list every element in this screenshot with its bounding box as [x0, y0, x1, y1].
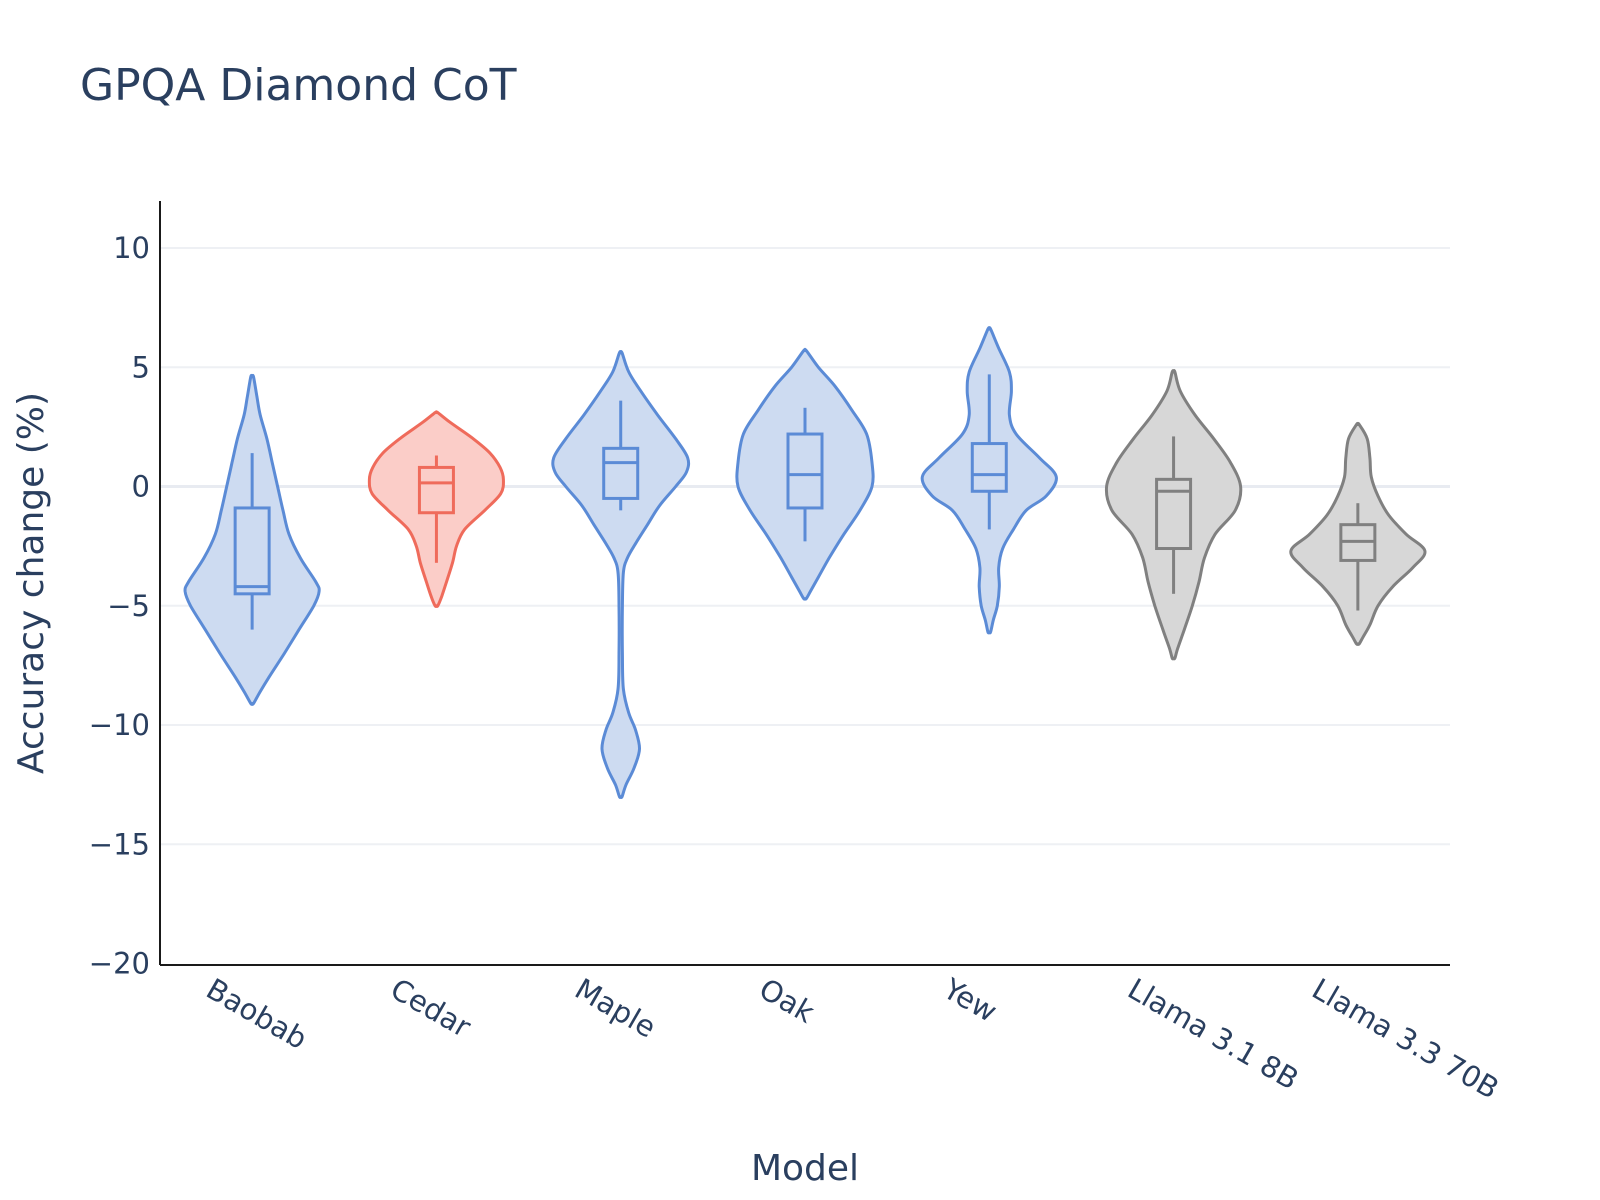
box-yew — [970, 442, 1008, 493]
violin-body-cedar — [367, 410, 505, 608]
y-axis-title: Accuracy change (%) — [11, 392, 52, 774]
x-tick-labels: Baobab Cedar Maple Oak Yew Llama 3.1 8B Llama … — [201, 971, 1505, 1106]
box-maple — [602, 446, 640, 500]
x-tick-label-yew: Yew — [937, 971, 1003, 1029]
violin-body-maple — [551, 350, 691, 799]
box-llama-3-1-8b — [1155, 477, 1193, 551]
violins — [183, 326, 1427, 799]
y-tick-label: −15 — [89, 827, 150, 861]
y-tick-label: −10 — [89, 708, 150, 742]
x-tick-label-maple: Maple — [569, 972, 661, 1045]
violin-body-baobab — [183, 373, 321, 706]
violin-body-llama-3-1-8b — [1104, 369, 1243, 661]
violin-oak — [735, 347, 875, 601]
violin-llama-3-1-8b — [1104, 369, 1243, 661]
x-tick-label-baobab: Baobab — [201, 972, 313, 1056]
violin-baobab — [183, 373, 321, 706]
violin-cedar — [367, 410, 505, 608]
violin-body-llama-3-3-70b — [1289, 421, 1427, 646]
x-axis-title: Model — [751, 1148, 859, 1189]
x-tick-label-oak: Oak — [754, 972, 821, 1030]
x-tick-label-cedar: Cedar — [385, 972, 477, 1045]
violin-body-yew — [920, 326, 1058, 635]
y-tick-label: 5 — [132, 350, 150, 384]
y-tick-label: 10 — [113, 231, 150, 265]
x-tick-label-llama-3-3-70b: Llama 3.3 70B — [1306, 972, 1504, 1106]
box-oak — [786, 432, 824, 510]
box-baobab — [233, 506, 271, 596]
y-tick-label: −5 — [107, 589, 150, 623]
violin-llama-3-3-70b — [1289, 421, 1427, 646]
violin-yew — [920, 326, 1058, 635]
x-tick-label-llama-3-1-8b: Llama 3.1 8B — [1122, 972, 1304, 1097]
violin-maple — [551, 350, 691, 799]
y-tick-label: −20 — [89, 947, 150, 981]
y-tick-label: 0 — [132, 470, 150, 504]
y-tick-labels: 10 5 0 −5 −10 −15 −20 — [89, 231, 150, 981]
box-cedar — [417, 465, 455, 515]
chart-title: GPQA Diamond CoT — [80, 60, 517, 111]
